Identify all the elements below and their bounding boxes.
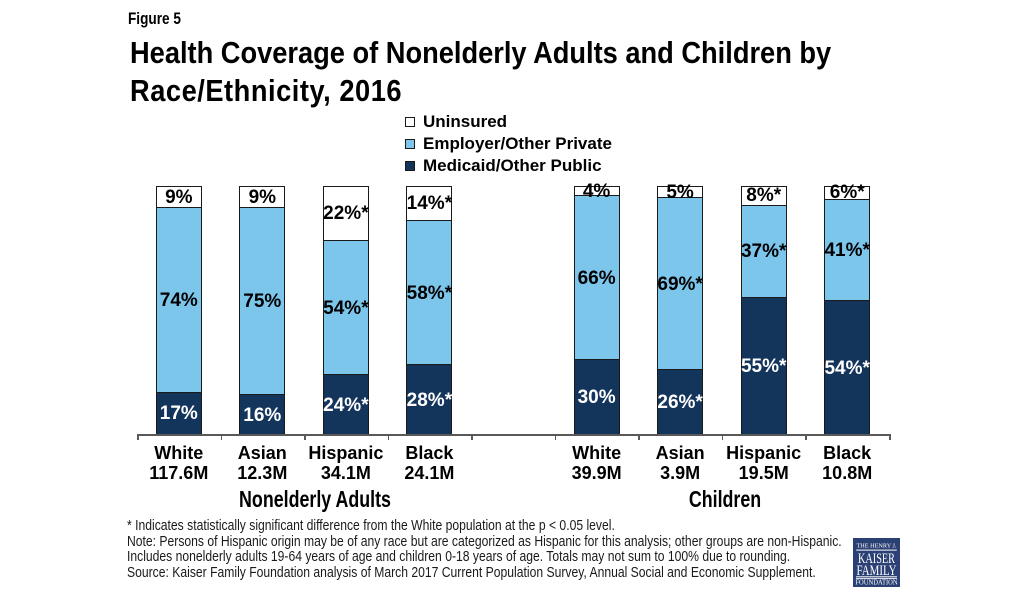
svg-text:KAISER: KAISER — [858, 551, 895, 567]
svg-text:FAMILY: FAMILY — [857, 563, 897, 579]
svg-text:THE HENRY J.: THE HENRY J. — [857, 543, 898, 549]
svg-text:FOUNDATION: FOUNDATION — [855, 578, 897, 586]
